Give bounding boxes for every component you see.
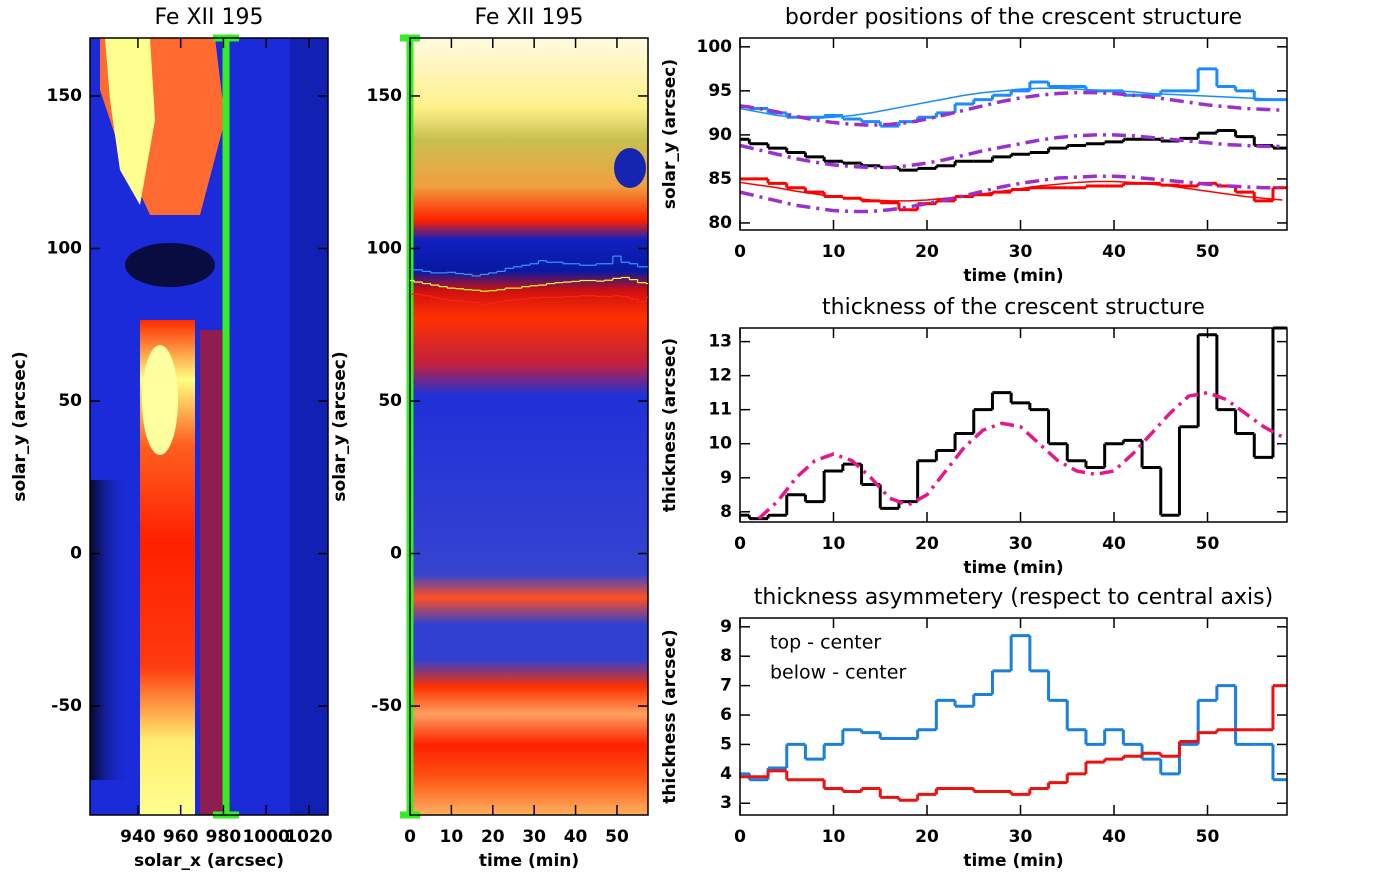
y-axis-label: solar_y (arcsec) bbox=[330, 351, 350, 501]
x-tick-label: 50 bbox=[1196, 534, 1220, 554]
x-tick-label: 0 bbox=[404, 827, 416, 847]
y-tick-label: 80 bbox=[708, 213, 732, 233]
y-tick-label: 9 bbox=[720, 617, 732, 637]
chart-title: border positions of the crescent structu… bbox=[785, 5, 1242, 30]
y-tick-label: 8 bbox=[720, 646, 732, 666]
x-tick-label: 50 bbox=[1196, 827, 1220, 847]
plot-frame bbox=[739, 327, 1288, 523]
x-axis-label: time (min) bbox=[963, 266, 1063, 286]
chart-title: thickness of the crescent structure bbox=[822, 295, 1205, 320]
x-tick-label: 980 bbox=[206, 827, 242, 847]
x-tick-label: 1000 bbox=[243, 827, 290, 847]
y-tick-label: 100 bbox=[47, 238, 83, 258]
x-tick-label: 960 bbox=[163, 827, 199, 847]
fit-curve bbox=[739, 174, 1283, 214]
y-tick-label: 5 bbox=[720, 734, 732, 754]
chart-title: Fe XII 195 bbox=[154, 5, 263, 30]
x-tick-label: 50 bbox=[1196, 242, 1220, 262]
plot-frame bbox=[739, 37, 1288, 231]
y-axis-label: thickness (arcsec) bbox=[660, 338, 680, 512]
y-tick-label: 9 bbox=[720, 468, 732, 488]
fit-line bbox=[739, 87, 1283, 119]
y-tick-label: 0 bbox=[390, 544, 402, 564]
x-tick-label: 50 bbox=[605, 827, 629, 847]
heatmap-image bbox=[90, 38, 648, 815]
y-tick-label: 150 bbox=[47, 86, 83, 106]
x-tick-label: 0 bbox=[734, 827, 746, 847]
x-tick-label: 20 bbox=[915, 534, 939, 554]
y-axis-label: solar_y (arcsec) bbox=[660, 59, 680, 209]
y-tick-label: 8 bbox=[720, 502, 732, 522]
x-tick-label: 10 bbox=[822, 827, 846, 847]
x-tick-label: 30 bbox=[1009, 242, 1033, 262]
x-tick-label: 40 bbox=[1102, 827, 1126, 847]
y-tick-label: 100 bbox=[367, 238, 403, 258]
y-tick-label: 0 bbox=[70, 544, 82, 564]
plot-frame bbox=[89, 37, 329, 816]
fit-line bbox=[739, 180, 1283, 202]
y-tick-label: 3 bbox=[720, 793, 732, 813]
x-tick-label: 10 bbox=[822, 242, 846, 262]
x-tick-label: 30 bbox=[1009, 534, 1033, 554]
x-tick-label: 0 bbox=[734, 534, 746, 554]
legend-entry: below - center bbox=[770, 662, 906, 684]
y-tick-label: -50 bbox=[371, 696, 402, 716]
chart-title: Fe XII 195 bbox=[474, 5, 583, 30]
x-tick-label: 10 bbox=[440, 827, 464, 847]
y-axis-label: solar_y (arcsec) bbox=[10, 351, 30, 501]
y-axis-label: thickness (arcsec) bbox=[660, 629, 680, 803]
y-tick-label: 95 bbox=[708, 81, 732, 101]
fit-curve bbox=[739, 133, 1283, 170]
y-tick-label: 150 bbox=[367, 86, 403, 106]
y-tick-label: 50 bbox=[378, 391, 402, 411]
y-tick-label: 85 bbox=[708, 169, 732, 189]
legend-entry: top - center bbox=[770, 632, 881, 654]
x-tick-label: 20 bbox=[481, 827, 505, 847]
x-tick-label: 40 bbox=[1102, 242, 1126, 262]
y-tick-label: 7 bbox=[720, 676, 732, 696]
x-tick-label: 10 bbox=[822, 534, 846, 554]
x-tick-label: 20 bbox=[915, 827, 939, 847]
x-tick-label: 940 bbox=[120, 827, 156, 847]
y-tick-label: -50 bbox=[51, 696, 82, 716]
x-axis-label: solar_x (arcsec) bbox=[134, 851, 284, 871]
x-tick-label: 30 bbox=[522, 827, 546, 847]
y-tick-label: 10 bbox=[708, 434, 732, 454]
y-tick-label: 12 bbox=[708, 366, 732, 386]
fit-curve bbox=[757, 390, 1284, 520]
y-tick-label: 50 bbox=[58, 391, 82, 411]
x-axis-label: time (min) bbox=[963, 851, 1063, 871]
fit-curve bbox=[739, 90, 1283, 127]
y-tick-label: 13 bbox=[708, 332, 732, 352]
x-tick-label: 40 bbox=[1102, 534, 1126, 554]
y-tick-label: 11 bbox=[708, 400, 732, 420]
y-tick-label: 100 bbox=[697, 37, 733, 57]
chart-title: thickness asymmetery (respect to central… bbox=[754, 585, 1273, 610]
x-tick-label: 40 bbox=[564, 827, 588, 847]
x-tick-label: 0 bbox=[734, 242, 746, 262]
plot-frame bbox=[739, 617, 1288, 816]
x-axis-label: time (min) bbox=[963, 558, 1063, 578]
x-tick-label: 1020 bbox=[285, 827, 332, 847]
plot-frame bbox=[409, 37, 649, 816]
y-tick-label: 4 bbox=[720, 764, 732, 784]
y-tick-label: 90 bbox=[708, 125, 732, 145]
x-tick-label: 30 bbox=[1009, 827, 1033, 847]
x-axis-label: time (min) bbox=[479, 851, 579, 871]
x-tick-label: 20 bbox=[915, 242, 939, 262]
y-tick-label: 6 bbox=[720, 705, 732, 725]
